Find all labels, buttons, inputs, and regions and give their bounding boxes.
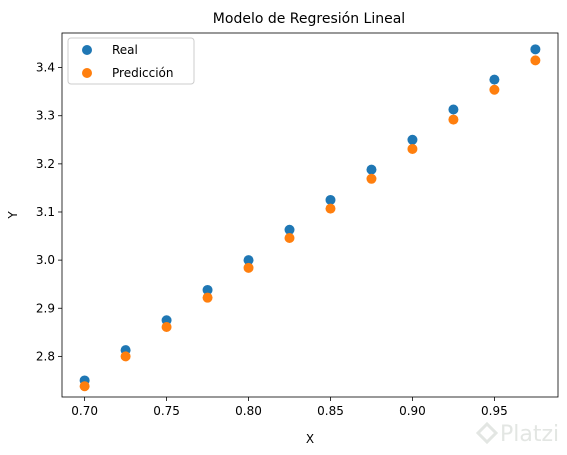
prediccion-point: [79, 381, 90, 392]
real-point: [448, 104, 459, 115]
legend-label-real: Real: [112, 43, 138, 57]
legend-box: [67, 37, 195, 85]
prediccion-point: [161, 322, 172, 333]
y-tick-label: 3.0: [36, 253, 55, 267]
legend-marker-prediccion: [82, 68, 92, 78]
prediccion-point: [284, 232, 295, 243]
real-point: [489, 74, 500, 85]
prediccion-point: [243, 262, 254, 273]
real-point: [202, 284, 213, 295]
real-point: [366, 164, 377, 175]
y-tick-label: 3.1: [36, 205, 55, 219]
real-point: [407, 134, 418, 145]
x-tick-label: 0.95: [481, 404, 508, 418]
y-axis-ticks: 2.8 2.9 3.0 3.1 3.2 3.3 3.4: [36, 61, 62, 363]
platzi-logo-icon: [475, 421, 499, 445]
x-tick-label: 0.75: [153, 404, 180, 418]
y-tick-label: 2.8: [36, 349, 55, 363]
real-point: [243, 255, 254, 266]
x-tick-label: 0.85: [317, 404, 344, 418]
legend-marker-real: [82, 45, 92, 55]
prediccion-point: [366, 173, 377, 184]
prediccion-point: [407, 143, 418, 154]
x-tick-label: 0.90: [399, 404, 426, 418]
plot-frame: [61, 32, 559, 398]
data-points: [79, 44, 541, 392]
x-tick-label: 0.80: [235, 404, 262, 418]
real-point: [530, 44, 541, 55]
chart-title: Modelo de Regresión Lineal: [213, 11, 405, 27]
y-tick-label: 2.9: [36, 301, 55, 315]
prediccion-point: [530, 55, 541, 66]
prediccion-point: [448, 114, 459, 125]
prediccion-point: [489, 84, 500, 95]
x-axis-ticks: 0.70 0.75 0.80 0.85 0.90 0.95: [71, 397, 508, 418]
platzi-watermark: Platzi: [475, 421, 559, 447]
real-point: [325, 194, 336, 205]
x-tick-label: 0.70: [71, 404, 98, 418]
prediccion-point: [202, 292, 213, 303]
y-tick-label: 3.3: [36, 109, 55, 123]
real-point: [284, 224, 295, 235]
legend-label-prediccion: Predicción: [112, 66, 174, 80]
watermark-text: Platzi: [500, 422, 559, 447]
prediccion-point: [120, 351, 131, 362]
x-axis-label: X: [306, 432, 314, 446]
y-tick-label: 3.4: [36, 61, 55, 75]
y-tick-label: 3.2: [36, 157, 55, 171]
y-axis-label: Y: [6, 211, 20, 220]
legend: Real Predicción: [67, 37, 195, 85]
prediccion-point: [325, 203, 336, 214]
